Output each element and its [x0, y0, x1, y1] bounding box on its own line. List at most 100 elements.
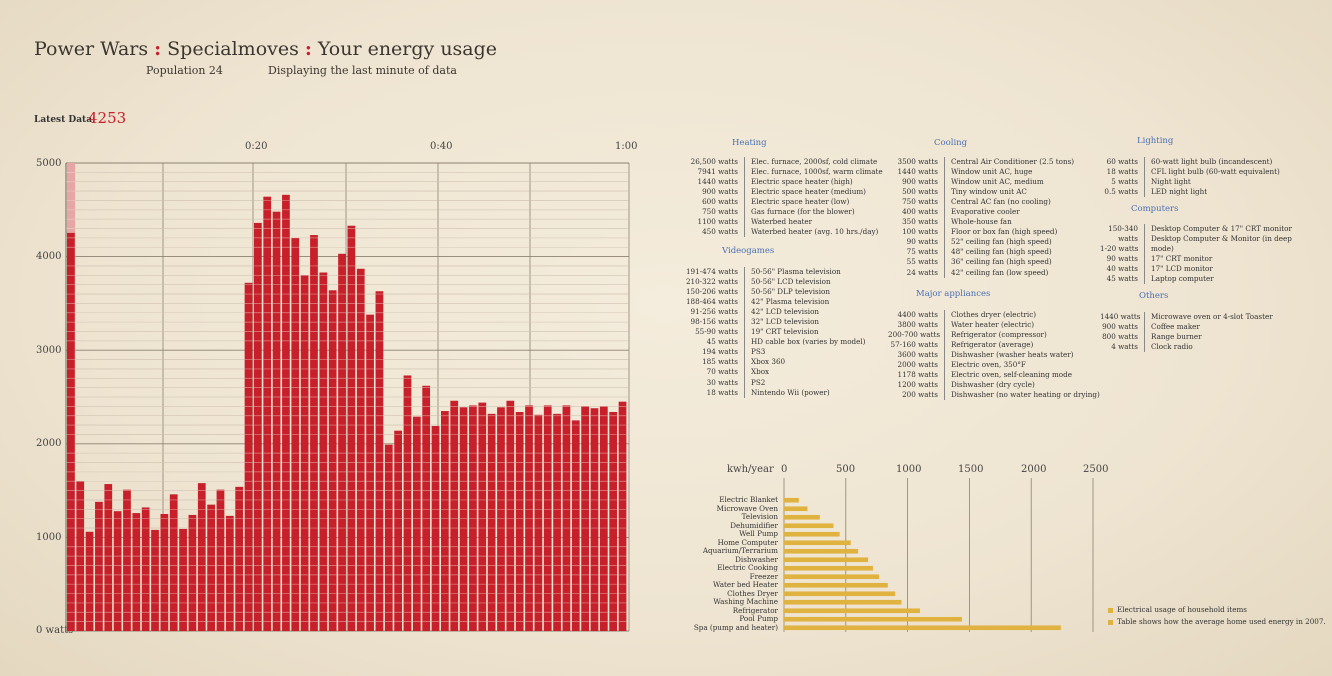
table-row: 1440 watts Window unit AC, huge	[888, 167, 1074, 178]
watts-cell: 90 watts	[1100, 254, 1145, 265]
table-row: 750 watts Central AC fan (no cooling)	[888, 197, 1074, 208]
table-row: 45 watts Laptop computer	[1100, 274, 1292, 285]
table-row: 900 watts Coffee maker	[1100, 322, 1273, 333]
watts-cell: 70 watts	[680, 367, 745, 378]
bar	[85, 531, 94, 631]
bar	[562, 405, 571, 631]
watts-cell: 1100 watts	[680, 217, 745, 228]
watts-cell: 194 watts	[680, 347, 745, 358]
legend-text: Electrical usage of household items	[1117, 605, 1247, 614]
others-table: 1440 watts Microwave oven or 4-slot Toast…	[1100, 312, 1273, 353]
kwh-bar	[784, 506, 808, 512]
watts-cell: 185 watts	[680, 357, 745, 368]
device-cell: 17" LCD monitor	[1151, 264, 1213, 274]
bar	[534, 414, 543, 631]
bar	[459, 407, 468, 631]
heating-title: Heating	[732, 138, 767, 148]
table-row: watts Desktop Computer & Monitor (in deep	[1100, 234, 1292, 245]
table-row: 185 watts Xbox 360	[680, 357, 866, 368]
device-cell: PS2	[751, 377, 766, 387]
kwh-bar	[784, 540, 851, 546]
bar	[113, 511, 122, 631]
watts-cell: 55-90 watts	[680, 327, 745, 338]
table-row: 194 watts PS3	[680, 347, 866, 358]
watts-cell: 900 watts	[680, 187, 745, 198]
bar	[590, 408, 599, 631]
watts-cell: 1440 watts	[1100, 312, 1145, 323]
bar	[431, 426, 440, 631]
device-cell: Central AC fan (no cooling)	[951, 197, 1051, 207]
bar	[366, 314, 374, 631]
appliances-title: Major appliances	[916, 289, 991, 299]
legend-swatch	[1108, 607, 1113, 613]
latest-data-value: 4253	[88, 109, 127, 127]
kwh-category-label: Spa (pump and heater)	[693, 622, 778, 632]
bar	[244, 282, 253, 631]
watts-cell: 900 watts	[1100, 322, 1145, 333]
table-row: 191-474 watts 50-56" Plasma television	[680, 267, 866, 278]
bar	[160, 514, 169, 631]
device-cell: Elec. furnace, 2000sf, cold climate	[751, 157, 878, 166]
bar	[263, 196, 272, 632]
device-cell: Desktop Computer & Monitor (in deep	[1151, 234, 1292, 244]
videogames-table: 191-474 watts 50-56" Plasma television 210…	[680, 267, 866, 398]
watts-cell: 4 watts	[1100, 342, 1145, 353]
x-tick-label: 1:00	[615, 141, 638, 152]
table-row: 30 watts PS2	[680, 377, 866, 388]
bar	[450, 400, 459, 631]
bar	[403, 375, 412, 631]
bar	[609, 411, 618, 631]
device-cell: Elec. furnace, 1000sf, warm climate	[751, 167, 883, 177]
table-row: 40 watts 17" LCD monitor	[1100, 264, 1292, 275]
y-tick-label: 4000	[36, 251, 62, 262]
kwh-tick-label: 1500	[958, 464, 984, 475]
bar	[67, 232, 75, 632]
bar	[319, 272, 328, 631]
device-cell: Refrigerator (average)	[951, 340, 1034, 350]
kwh-tick-label: 2500	[1083, 464, 1109, 475]
bar	[95, 501, 103, 631]
title-company: Specialmoves	[167, 38, 299, 60]
watts-cell: 1440 watts	[680, 177, 745, 188]
kwh-legend-item: Electrical usage of household items	[1108, 605, 1247, 614]
y-tick-label: 5000	[36, 158, 62, 169]
bar	[235, 486, 244, 631]
table-row: 24 watts 42" ceiling fan (low speed)	[888, 267, 1074, 278]
watts-cell: 400 watts	[888, 207, 945, 218]
device-cell: Laptop computer	[1151, 274, 1214, 284]
y-tick-label: 2000	[36, 438, 62, 449]
bar	[151, 529, 159, 631]
device-cell: Night light	[1151, 177, 1191, 187]
lighting-table: 60 watts 60-watt light bulb (incandescent…	[1100, 157, 1280, 198]
watts-cell: 60 watts	[1100, 157, 1145, 168]
device-cell: 32" LCD television	[751, 317, 820, 327]
table-row: 7941 watts Elec. furnace, 1000sf, warm cl…	[680, 167, 883, 178]
table-row: 3600 watts Dishwasher (washer heats water…	[888, 350, 1100, 361]
bar	[384, 444, 393, 631]
table-row: 4400 watts Clothes dryer (electric)	[888, 310, 1100, 321]
title-section: Your energy usage	[317, 38, 498, 60]
watts-cell: 1-20 watts	[1100, 244, 1145, 255]
bar	[104, 484, 113, 631]
kwh-category-label: Freezer	[749, 571, 778, 581]
device-cell: Waterbed heater	[751, 217, 813, 227]
watts-cell: 350 watts	[888, 217, 945, 228]
title-brand: Power Wars	[34, 38, 149, 60]
table-row: 75 watts 48" ceiling fan (high speed)	[888, 247, 1074, 258]
bar	[469, 405, 477, 631]
device-cell: Dishwasher (no water heating or drying)	[951, 390, 1100, 400]
device-cell: Window unit AC, huge	[951, 167, 1033, 177]
bar	[515, 411, 524, 631]
device-cell: 48" ceiling fan (high speed)	[951, 247, 1052, 257]
device-cell: Window unit AC, medium	[951, 177, 1044, 187]
title-separator: :	[304, 38, 312, 60]
kwh-category-label: Clothes Dryer	[727, 588, 778, 598]
table-row: 200-700 watts Refrigerator (compressor)	[888, 330, 1100, 341]
y-tick-label: 1000	[36, 532, 62, 543]
bar	[497, 407, 505, 631]
device-cell: Floor or box fan (high speed)	[951, 227, 1058, 237]
watts-cell: 55 watts	[888, 257, 945, 268]
watts-cell: 24 watts	[888, 267, 945, 278]
kwh-bar	[784, 608, 920, 614]
device-cell: Xbox 360	[751, 357, 786, 367]
